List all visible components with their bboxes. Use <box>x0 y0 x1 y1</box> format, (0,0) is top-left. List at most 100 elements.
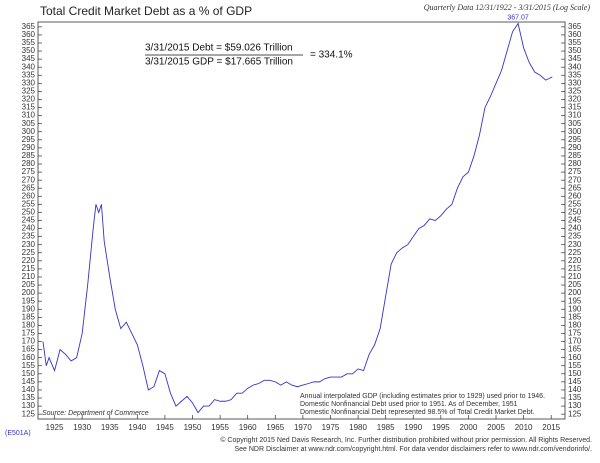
y2-tick-label: 285 <box>568 151 582 160</box>
y2-tick-label: 360 <box>568 30 582 39</box>
y2-tick-label: 160 <box>568 353 582 362</box>
y2-tick-label: 355 <box>568 38 582 47</box>
y-tick-label: 335 <box>22 70 36 79</box>
y-tick-label: 360 <box>22 30 36 39</box>
x-tick-label: 2015 <box>542 423 560 432</box>
data-line <box>42 22 553 414</box>
y2-tick-label: 330 <box>568 78 582 87</box>
y-tick-label: 220 <box>22 256 36 265</box>
y-tick-label: 160 <box>22 353 36 362</box>
y2-tick-label: 130 <box>568 401 582 410</box>
y-tick-label: 365 <box>22 22 36 31</box>
y2-tick-label: 125 <box>568 409 582 418</box>
y2-tick-label: 335 <box>568 70 582 79</box>
y-tick-label: 315 <box>22 103 36 112</box>
x-tick-label: 2000 <box>460 423 478 432</box>
y2-tick-label: 350 <box>568 46 582 55</box>
y-tick-label: 305 <box>22 119 36 128</box>
y2-tick-label: 235 <box>568 232 582 241</box>
x-tick-label: 1985 <box>377 423 395 432</box>
y-tick-label: 190 <box>22 304 36 313</box>
y2-tick-label: 255 <box>568 199 582 208</box>
y-tick-label: 165 <box>22 345 36 354</box>
y2-tick-label: 345 <box>568 54 582 63</box>
peak-label: 367.07 <box>507 14 529 21</box>
y-tick-label: 210 <box>22 272 36 281</box>
subtitle: Quarterly Data 12/31/1922 - 3/31/2015 (L… <box>424 3 591 12</box>
y2-tick-label: 270 <box>568 175 582 184</box>
y-tick-label: 325 <box>22 87 36 96</box>
y-tick-label: 150 <box>22 369 36 378</box>
y2-tick-label: 365 <box>568 22 582 31</box>
y2-tick-label: 185 <box>568 312 582 321</box>
y-tick-label: 350 <box>22 46 36 55</box>
x-tick-label: 2010 <box>515 423 533 432</box>
y2-tick-label: 260 <box>568 191 582 200</box>
y2-tick-label: 190 <box>568 304 582 313</box>
y2-tick-label: 320 <box>568 95 582 104</box>
x-tick-label: 1935 <box>101 423 119 432</box>
y2-tick-label: 280 <box>568 159 582 168</box>
y2-tick-label: 180 <box>568 321 582 330</box>
y2-tick-label: 165 <box>568 345 582 354</box>
x-tick-label: 1990 <box>404 423 422 432</box>
y-tick-label: 230 <box>22 240 36 249</box>
copyright: © Copyright 2015 Ned Davis Research, Inc… <box>220 436 592 444</box>
y-tick-label: 215 <box>22 264 36 273</box>
formula-result: = 334.1% <box>310 50 353 61</box>
y-tick-label: 140 <box>22 385 36 394</box>
y-tick-label: 300 <box>22 127 36 136</box>
y2-tick-label: 220 <box>568 256 582 265</box>
note: Domestic Nonfinancial Debt used prior to… <box>300 401 518 408</box>
chart-code: (E501A) <box>5 430 31 437</box>
y2-tick-label: 275 <box>568 167 582 176</box>
y2-tick-label: 315 <box>568 103 582 112</box>
y-tick-label: 345 <box>22 54 36 63</box>
y-tick-label: 355 <box>22 38 36 47</box>
x-tick-label: 1970 <box>294 423 312 432</box>
x-tick-label: 1950 <box>184 423 202 432</box>
plot-frame <box>37 21 566 420</box>
y-tick-label: 245 <box>22 216 36 225</box>
y-tick-label: 195 <box>22 296 36 305</box>
y-tick-label: 320 <box>22 95 36 104</box>
y-tick-label: 240 <box>22 224 36 233</box>
y2-tick-label: 265 <box>568 183 582 192</box>
y2-tick-label: 310 <box>568 111 582 120</box>
y-tick-label: 250 <box>22 208 36 217</box>
y-tick-label: 265 <box>22 183 36 192</box>
x-tick-label: 1925 <box>46 423 64 432</box>
x-tick-label: 1975 <box>322 423 340 432</box>
y2-tick-label: 295 <box>568 135 582 144</box>
x-tick-label: 1945 <box>156 423 174 432</box>
y-tick-label: 255 <box>22 199 36 208</box>
x-tick-label: 1930 <box>73 423 91 432</box>
y-tick-label: 340 <box>22 62 36 71</box>
y2-tick-label: 200 <box>568 288 582 297</box>
note: Domestic Nonfinancial Debt represented 9… <box>300 409 535 416</box>
y2-tick-label: 155 <box>568 361 582 370</box>
formula-debt: 3/31/2015 Debt = $59.026 Trillion <box>145 43 293 54</box>
y2-tick-label: 215 <box>568 264 582 273</box>
y-tick-label: 295 <box>22 135 36 144</box>
y2-tick-label: 230 <box>568 240 582 249</box>
y-tick-label: 155 <box>22 361 36 370</box>
y2-tick-label: 240 <box>568 224 582 233</box>
y-tick-label: 225 <box>22 248 36 257</box>
y2-tick-label: 225 <box>568 248 582 257</box>
y-tick-label: 285 <box>22 151 36 160</box>
y-tick-label: 275 <box>22 167 36 176</box>
y2-tick-label: 340 <box>568 62 582 71</box>
note: Annual interpolated GDP (including estim… <box>300 393 545 400</box>
y-tick-label: 170 <box>22 337 36 346</box>
copyright: See NDR Disclaimer at www.ndr.com/copyri… <box>234 446 592 453</box>
y2-tick-label: 210 <box>568 272 582 281</box>
y-tick-label: 280 <box>22 159 36 168</box>
y-tick-label: 260 <box>22 191 36 200</box>
y2-tick-label: 135 <box>568 393 582 402</box>
y-tick-label: 200 <box>22 288 36 297</box>
y-tick-label: 175 <box>22 329 36 338</box>
y-tick-label: 185 <box>22 312 36 321</box>
x-tick-label: 1980 <box>349 423 367 432</box>
